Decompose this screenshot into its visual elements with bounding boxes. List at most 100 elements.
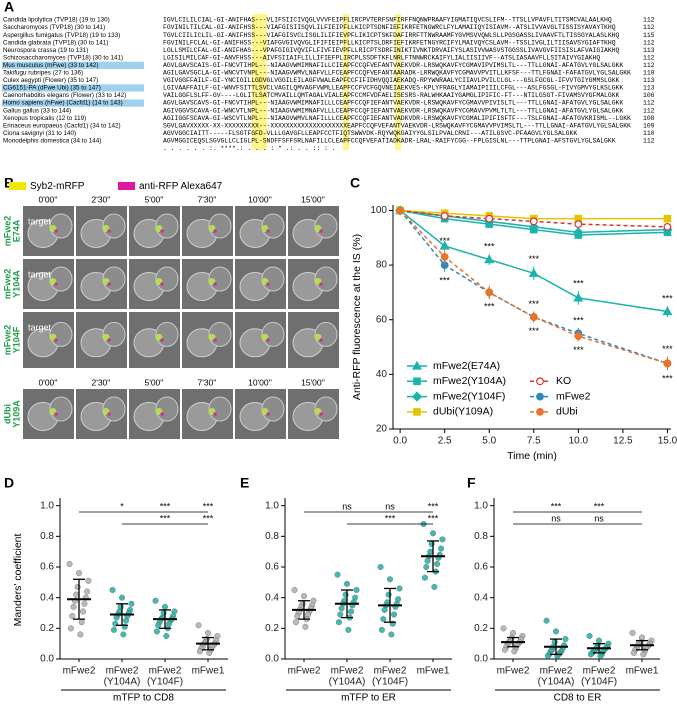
dot	[73, 591, 80, 598]
legend-marker	[536, 392, 544, 401]
sequence-end: 106	[643, 92, 655, 99]
species-name: Homo sapiens (hFwe) (Cacfd1) (14 to 143)	[3, 100, 123, 107]
significance-label: ***	[203, 501, 214, 511]
marker	[440, 212, 449, 220]
y-axis-label: Anti-RFP fluorescence at the IS (%)	[351, 234, 363, 400]
y-tick-label: 0.2	[265, 623, 279, 634]
panel-label: E	[240, 475, 249, 491]
dot	[196, 648, 203, 655]
y-tick-label: 0.4	[474, 592, 488, 603]
legend-marker	[411, 391, 423, 402]
row-label: mFwe2	[2, 269, 12, 300]
sequence-end: 115	[643, 32, 655, 39]
dot	[431, 583, 438, 590]
sequence-end: 113	[643, 77, 655, 84]
dot	[380, 616, 387, 623]
series-line	[399, 209, 668, 313]
dot	[109, 587, 116, 594]
sequence: FGVINILFCLAL-GI-ANIFHSS---VIAFGVGIVQVGLI…	[163, 39, 616, 46]
signal	[213, 229, 217, 233]
marker	[573, 227, 584, 238]
x-tick-label: (Y104A)	[329, 677, 366, 688]
sequence: AGVLGAVSCAIS-GI-FNCVTIHPL---NIAAGVWMIMNA…	[163, 62, 623, 69]
micrograph	[129, 259, 180, 309]
dot	[381, 606, 388, 613]
species-name: Culex aegypti (Flower) (35 to 147)	[3, 77, 98, 84]
micrograph	[129, 389, 180, 439]
dot	[292, 619, 299, 626]
micrograph	[235, 259, 286, 309]
dot	[345, 626, 352, 633]
x-tick-label: mFwe2	[149, 666, 182, 677]
significance-label: ***	[484, 242, 495, 252]
sequence-end: 110	[643, 130, 655, 137]
dot	[69, 613, 76, 620]
micrograph	[129, 312, 180, 368]
y-tick-label: 20	[376, 424, 388, 435]
alignment-column-highlight	[395, 14, 401, 150]
micrograph	[235, 389, 286, 439]
x-tick-label: mFwe1	[417, 666, 450, 677]
signal	[319, 412, 323, 416]
legend-label: mFwe2(E74A)	[433, 360, 500, 372]
dot	[562, 636, 569, 643]
signal	[319, 338, 323, 342]
marker	[663, 359, 672, 368]
dot	[77, 631, 84, 638]
significance-label: ***	[529, 254, 540, 264]
row-highlight	[2, 84, 144, 92]
dot	[334, 571, 341, 578]
significance-label: ***	[160, 513, 171, 523]
micrograph	[182, 259, 233, 309]
dot	[128, 600, 135, 607]
y-tick-label: 100	[370, 205, 387, 216]
x-tick-label: mFwe2	[331, 666, 364, 677]
y-tick-label: 1.0	[474, 500, 488, 511]
series-line	[399, 209, 668, 365]
signal	[107, 338, 111, 342]
y-tick-label: 0.2	[474, 623, 488, 634]
significance-label: ***	[203, 513, 214, 523]
sequence-end: 112	[643, 107, 655, 114]
signal	[213, 282, 217, 286]
dot	[387, 576, 394, 583]
x-tick-label: mFwe2	[288, 666, 321, 677]
x-tick-label: 7.5	[527, 436, 541, 447]
x-tick-label: mFwe1	[626, 666, 659, 677]
sequence: LGISILMILCAF-GI-ANVFHSS---AIVFSIIAIFLILL…	[163, 54, 600, 61]
dot	[423, 564, 430, 571]
x-tick-label: 2.5	[438, 436, 452, 447]
signal	[107, 229, 111, 233]
x-tick-label: mFwe2	[106, 666, 139, 677]
sequence-end: 112	[643, 137, 655, 144]
sequence: LGLLSMILCFAL-GI-ANIFHAS---VPAFGIGIVQVIFL…	[163, 47, 620, 54]
signal	[54, 412, 58, 416]
micrograph	[288, 206, 339, 256]
significance-label: ***	[662, 293, 673, 303]
significance-label: ***	[529, 299, 540, 309]
species-name: Neurospora crassa (19 to 131)	[3, 47, 88, 54]
signal	[107, 282, 111, 286]
dot	[421, 574, 428, 581]
dot	[378, 626, 385, 633]
dot	[335, 619, 342, 626]
time-label: 15'00''	[301, 377, 325, 387]
dot	[396, 585, 403, 592]
time-label: 7'30''	[197, 194, 216, 204]
species-name: Candida glabrata (TVP18) (30 to 141)	[3, 39, 108, 46]
dot	[81, 600, 88, 607]
series-line	[400, 209, 668, 228]
time-label: 10'00''	[248, 377, 272, 387]
dot	[78, 619, 85, 626]
y-tick-label: 0.2	[40, 623, 54, 634]
significance-label: ***	[573, 278, 584, 288]
dot	[434, 560, 441, 567]
panel-label: A	[4, 0, 14, 15]
marker	[529, 217, 538, 226]
x-axis-label: Time (min)	[507, 450, 557, 462]
row-label: mFwe2	[2, 325, 12, 356]
dot	[377, 564, 384, 571]
species-name: Ciona savignyi (31 to 140)	[3, 130, 76, 137]
y-tick-label: 1.0	[40, 500, 54, 511]
